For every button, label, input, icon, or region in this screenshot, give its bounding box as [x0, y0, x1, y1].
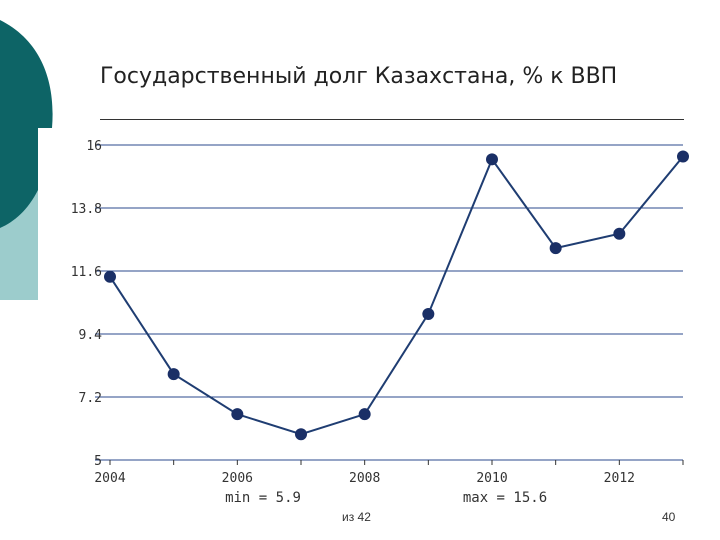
data-point [613, 227, 626, 240]
y-tick-label: 9.4 [79, 328, 103, 343]
page-count-label: из 42 [342, 510, 371, 524]
decoration-dark-shape [0, 20, 53, 228]
title-divider [100, 119, 684, 120]
data-point [677, 150, 689, 163]
series-line [109, 155, 684, 436]
x-tick-label: 2004 [94, 471, 125, 486]
y-tick-label: 11.6 [71, 265, 102, 280]
x-tick-label: 2008 [349, 471, 380, 486]
slide-title: Государственный долг Казахстана, % к ВВП [100, 64, 618, 89]
slide-decoration [0, 20, 53, 300]
y-tick-label: 16 [86, 139, 102, 154]
page-number: 40 [662, 510, 676, 524]
data-point [295, 428, 307, 441]
data-point [549, 242, 562, 255]
data-point [486, 153, 498, 166]
y-tick-label: 13.8 [71, 202, 102, 217]
data-point [167, 368, 180, 381]
data-point [231, 408, 244, 421]
data-point [422, 307, 435, 320]
x-tick-label: 2010 [476, 471, 507, 486]
data-point [104, 270, 116, 283]
min-stat-label: min = 5.9 [225, 490, 301, 506]
y-tick-label: 7.2 [79, 391, 102, 406]
y-tick-label: 5 [94, 454, 102, 469]
x-tick-label: 2006 [222, 471, 253, 486]
max-stat-label: max = 15.6 [463, 490, 547, 506]
x-tick-label: 2012 [604, 471, 635, 486]
data-point [358, 408, 371, 421]
